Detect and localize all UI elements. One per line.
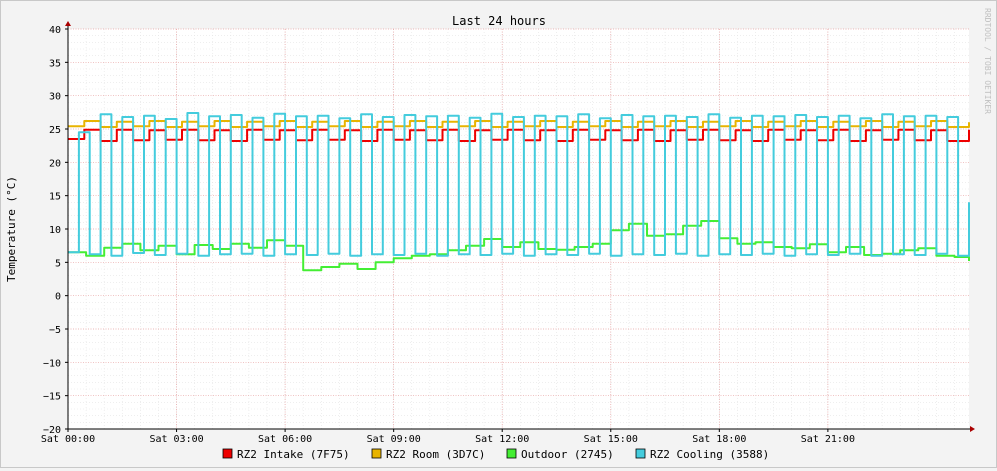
series-line-4 bbox=[68, 112, 970, 257]
y-tick-label: 0 bbox=[55, 292, 61, 303]
legend-label: RZ2 Cooling (3588) bbox=[650, 448, 769, 461]
y-tick-label: 35 bbox=[49, 58, 61, 69]
x-axis-arrow bbox=[970, 426, 975, 432]
x-tick-label: Sat 09:00 bbox=[367, 434, 421, 445]
y-tick-label: 30 bbox=[49, 92, 61, 103]
x-tick-label: Sat 06:00 bbox=[258, 434, 312, 445]
legend-label: RZ2 Intake (7F75) bbox=[237, 448, 350, 461]
y-tick-labels: 40 35 30 25 20 15 10 5 0 −5 −10 −15 −20 bbox=[43, 25, 68, 436]
x-tick-labels: Sat 00:00 Sat 03:00 Sat 06:00 Sat 09:00 Sat … bbox=[41, 429, 855, 445]
y-tick-label: 40 bbox=[49, 25, 61, 36]
y-tick-label: −15 bbox=[43, 392, 61, 403]
x-tick-label: Sat 21:00 bbox=[801, 434, 855, 445]
y-tick-label: −10 bbox=[43, 358, 61, 369]
legend-swatch bbox=[635, 448, 646, 459]
y-tick-label: 10 bbox=[49, 225, 61, 236]
chart-title: Last 24 hours bbox=[452, 14, 546, 28]
y-tick-label: 5 bbox=[55, 258, 61, 269]
legend-swatch bbox=[506, 448, 517, 459]
legend-label: Outdoor (2745) bbox=[521, 448, 614, 461]
grid bbox=[67, 28, 969, 430]
legend: RZ2 Intake (7F75) RZ2 Room (3D7C) Outdoor … bbox=[222, 448, 769, 461]
watermark: RRDTOOL / TOBI OETIKER bbox=[983, 8, 992, 114]
legend-swatch bbox=[371, 448, 382, 459]
x-tick-label: Sat 00:00 bbox=[41, 434, 95, 445]
y-tick-label: 25 bbox=[49, 125, 61, 136]
y-tick-label: −5 bbox=[49, 325, 61, 336]
x-tick-label: Sat 15:00 bbox=[584, 434, 638, 445]
y-axis-arrow bbox=[65, 21, 71, 26]
x-tick-label: Sat 12:00 bbox=[475, 434, 529, 445]
y-tick-label: −20 bbox=[43, 425, 61, 436]
legend-swatch bbox=[222, 448, 233, 459]
y-tick-label: 15 bbox=[49, 192, 61, 203]
legend-label: RZ2 Room (3D7C) bbox=[386, 448, 485, 461]
series-group bbox=[68, 112, 970, 272]
y-tick-label: 20 bbox=[49, 158, 61, 169]
x-tick-label: Sat 18:00 bbox=[692, 434, 746, 445]
axes bbox=[65, 21, 975, 432]
x-tick-label: Sat 03:00 bbox=[149, 434, 203, 445]
y-axis-label: Temperature (°C) bbox=[5, 176, 18, 282]
